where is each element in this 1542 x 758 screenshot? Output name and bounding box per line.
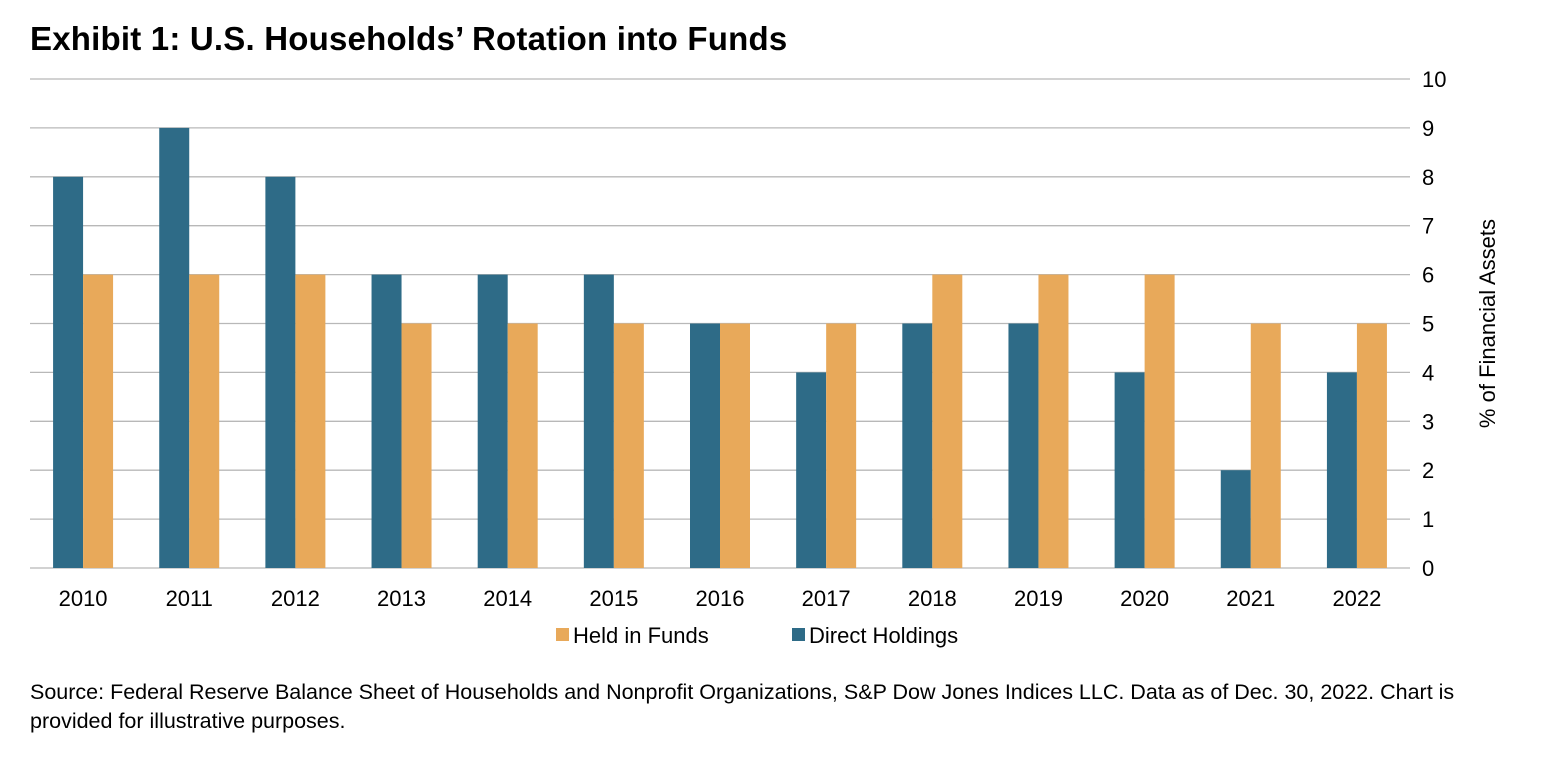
bar-held-in-funds-2017: [826, 323, 857, 568]
x-tick-label: 2022: [1332, 586, 1381, 611]
bar-held-in-funds-2010: [83, 274, 114, 568]
y-tick-label: 2: [1422, 458, 1434, 483]
bar-held-in-funds-2019: [1038, 274, 1069, 568]
x-tick-label: 2020: [1120, 586, 1169, 611]
bar-direct-holdings-2018: [902, 323, 933, 568]
source-note: Source: Federal Reserve Balance Sheet of…: [30, 680, 1455, 733]
bar-direct-holdings-2012: [265, 176, 296, 569]
bar-direct-holdings-2017: [796, 372, 827, 568]
bar-held-in-funds-2020: [1144, 274, 1175, 568]
x-tick-label: 2014: [483, 586, 532, 611]
y-tick-label: 0: [1422, 556, 1434, 581]
x-axis-ticks: 2010 2011 2012 2013 2014 2015 2016 2017 2018 2019…: [59, 586, 1382, 611]
y-tick-label: 10: [1422, 67, 1446, 92]
y-tick-label: 5: [1422, 312, 1434, 337]
x-tick-label: 2010: [59, 586, 108, 611]
bar-held-in-funds-2012: [295, 274, 326, 568]
bar-held-in-funds-2021: [1250, 323, 1281, 568]
legend-label: Direct Holdings: [809, 623, 958, 648]
bar-held-in-funds-2018: [932, 274, 963, 568]
y-tick-label: 7: [1422, 214, 1434, 239]
x-tick-label: 2012: [271, 586, 320, 611]
legend-swatch-direct-holdings: [792, 628, 805, 641]
x-tick-label: 2017: [802, 586, 851, 611]
y-axis-ticks: 0 1 2 3 4 5 6 7 8 9 10: [1422, 67, 1446, 581]
bar-direct-holdings-2013: [371, 274, 402, 568]
bar-direct-holdings-2016: [690, 323, 720, 568]
x-tick-label: 2016: [696, 586, 745, 611]
bar-direct-holdings-2019: [1008, 323, 1039, 568]
chart-title: Exhibit 1: U.S. Households’ Rotation int…: [30, 20, 788, 57]
x-tick-label: 2018: [908, 586, 957, 611]
bar-held-in-funds-2014: [507, 323, 538, 568]
bar-direct-holdings-2015: [583, 274, 614, 568]
bar-direct-holdings-2021: [1220, 470, 1251, 568]
bar-held-in-funds-2015: [613, 323, 644, 568]
x-tick-label: 2015: [589, 586, 638, 611]
y-axis-label: % of Financial Assets: [1475, 219, 1500, 428]
x-tick-label: 2021: [1226, 586, 1275, 611]
bar-direct-holdings-2022: [1326, 372, 1357, 568]
bar-held-in-funds-2011: [189, 274, 220, 568]
legend: Held in Funds Direct Holdings: [556, 623, 958, 648]
legend-swatch-held-in-funds: [556, 628, 569, 641]
bar-direct-holdings-2010: [53, 176, 84, 569]
x-tick-label: 2019: [1014, 586, 1063, 611]
bar-direct-holdings-2014: [477, 274, 508, 568]
bar-direct-holdings-2020: [1114, 372, 1145, 568]
y-tick-label: 9: [1422, 116, 1434, 141]
y-tick-label: 1: [1422, 507, 1434, 532]
y-tick-label: 8: [1422, 165, 1434, 190]
x-tick-label: 2013: [377, 586, 426, 611]
bar-held-in-funds-2022: [1356, 323, 1387, 568]
legend-label: Held in Funds: [573, 623, 709, 648]
bars: [53, 127, 1387, 569]
x-tick-label: 2011: [166, 586, 213, 611]
bar-held-in-funds-2016: [720, 323, 750, 568]
y-tick-label: 3: [1422, 409, 1434, 434]
bar-held-in-funds-2013: [401, 323, 432, 568]
bar-direct-holdings-2011: [159, 127, 190, 569]
y-tick-label: 6: [1422, 263, 1434, 288]
y-tick-label: 4: [1422, 360, 1434, 385]
